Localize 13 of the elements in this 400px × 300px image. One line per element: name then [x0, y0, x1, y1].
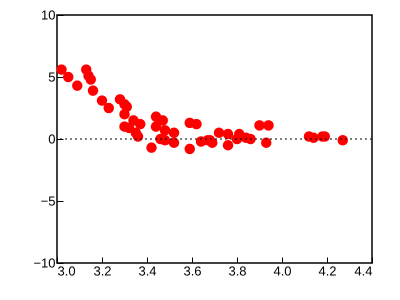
y-tick-label: 0 — [48, 132, 56, 146]
y-tick-label: −5 — [40, 194, 56, 208]
x-tick-label: 4.0 — [273, 264, 292, 278]
x-tick-label: 3.8 — [228, 264, 247, 278]
x-tick-label: 3.4 — [138, 264, 157, 278]
x-tick-label: 4.4 — [354, 264, 372, 278]
y-tick-label: 5 — [48, 70, 56, 84]
x-tick-label: 4.2 — [318, 264, 337, 278]
x-tick-label: 3.0 — [58, 264, 76, 278]
y-tick-label: 10 — [41, 8, 56, 22]
y-tick-label: −10 — [33, 256, 56, 270]
x-tick-label: 3.6 — [183, 264, 202, 278]
x-tick-label: 3.2 — [93, 264, 112, 278]
